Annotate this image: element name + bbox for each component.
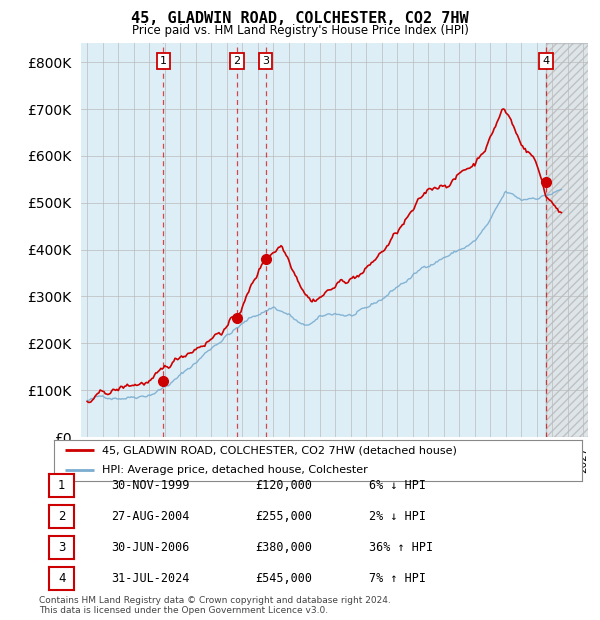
Text: 1: 1 — [160, 56, 167, 66]
Text: 30-NOV-1999: 30-NOV-1999 — [111, 479, 190, 492]
Text: 30-JUN-2006: 30-JUN-2006 — [111, 541, 190, 554]
Text: 45, GLADWIN ROAD, COLCHESTER, CO2 7HW (detached house): 45, GLADWIN ROAD, COLCHESTER, CO2 7HW (d… — [101, 445, 457, 455]
Text: 4: 4 — [58, 572, 65, 585]
Text: 3: 3 — [262, 56, 269, 66]
Bar — [546, 43, 591, 437]
Text: 45, GLADWIN ROAD, COLCHESTER, CO2 7HW: 45, GLADWIN ROAD, COLCHESTER, CO2 7HW — [131, 11, 469, 26]
Text: Price paid vs. HM Land Registry's House Price Index (HPI): Price paid vs. HM Land Registry's House … — [131, 24, 469, 37]
Text: £120,000: £120,000 — [255, 479, 312, 492]
Text: Contains HM Land Registry data © Crown copyright and database right 2024.
This d: Contains HM Land Registry data © Crown c… — [39, 596, 391, 615]
Text: 7% ↑ HPI: 7% ↑ HPI — [369, 572, 426, 585]
Text: £545,000: £545,000 — [255, 572, 312, 585]
Text: 27-AUG-2004: 27-AUG-2004 — [111, 510, 190, 523]
Text: 36% ↑ HPI: 36% ↑ HPI — [369, 541, 433, 554]
Text: 3: 3 — [58, 541, 65, 554]
Text: 31-JUL-2024: 31-JUL-2024 — [111, 572, 190, 585]
Text: 4: 4 — [542, 56, 550, 66]
Text: 6% ↓ HPI: 6% ↓ HPI — [369, 479, 426, 492]
Text: 2: 2 — [58, 510, 65, 523]
Text: HPI: Average price, detached house, Colchester: HPI: Average price, detached house, Colc… — [101, 466, 367, 476]
Text: 2% ↓ HPI: 2% ↓ HPI — [369, 510, 426, 523]
Text: 2: 2 — [233, 56, 241, 66]
Text: £380,000: £380,000 — [255, 541, 312, 554]
Text: £255,000: £255,000 — [255, 510, 312, 523]
Text: 1: 1 — [58, 479, 65, 492]
